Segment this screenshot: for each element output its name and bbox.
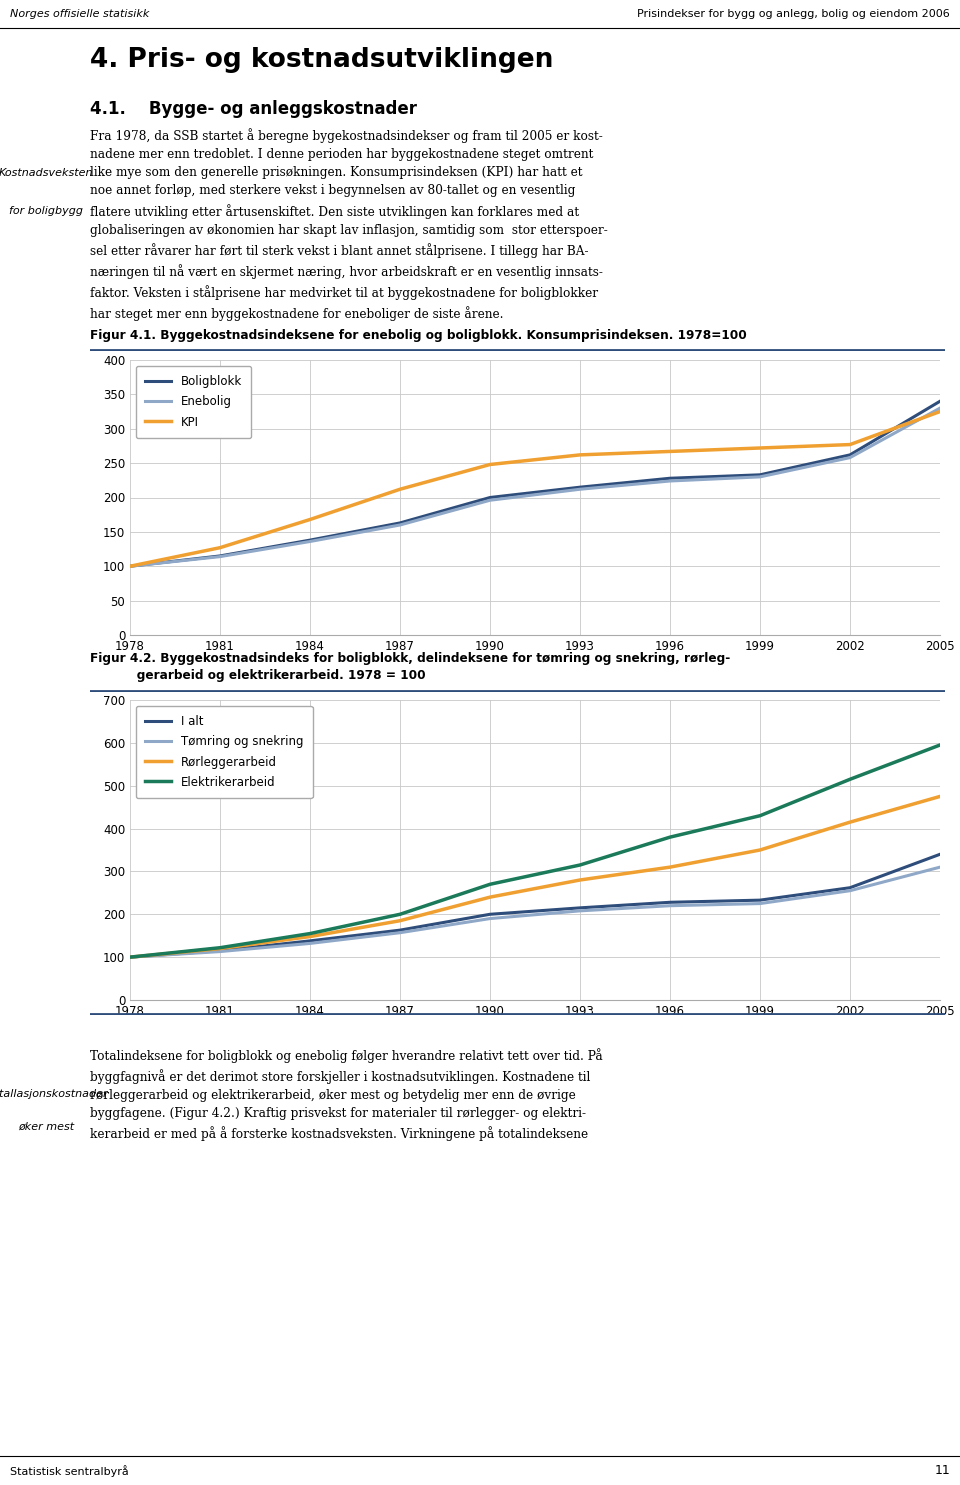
Text: Fra 1978, da SSB startet å beregne bygekostnadsindekser og fram til 2005 er kost: Fra 1978, da SSB startet å beregne bygek… xyxy=(90,128,608,321)
Text: 11: 11 xyxy=(934,1464,950,1478)
Text: Totalindeksene for boligblokk og enebolig følger hverandre relativt tett over ti: Totalindeksene for boligblokk og eneboli… xyxy=(90,1048,603,1142)
Text: øker mest: øker mest xyxy=(18,1121,74,1132)
Text: for boligbygg: for boligbygg xyxy=(9,205,83,215)
Text: 4.1.    Bygge- og anleggskostnader: 4.1. Bygge- og anleggskostnader xyxy=(90,99,417,117)
Text: Prisindekser for bygg og anlegg, bolig og eiendom 2006: Prisindekser for bygg og anlegg, bolig o… xyxy=(637,9,950,19)
Text: Installasjonskostnader: Installasjonskostnader xyxy=(0,1089,108,1099)
Text: 4. Pris- og kostnadsutviklingen: 4. Pris- og kostnadsutviklingen xyxy=(90,48,553,73)
Legend: I alt, Tømring og snekring, Rørleggerarbeid, Elektrikerarbeid: I alt, Tømring og snekring, Rørleggerarb… xyxy=(136,705,313,797)
Text: Figur 4.1. Byggekostnadsindeksene for enebolig og boligblokk. Konsumprisindeksen: Figur 4.1. Byggekostnadsindeksene for en… xyxy=(90,330,747,343)
Text: Norges offisielle statisikk: Norges offisielle statisikk xyxy=(10,9,150,19)
Text: Kostnadsveksten: Kostnadsveksten xyxy=(0,168,93,178)
Text: Statistisk sentralbyrå: Statistisk sentralbyrå xyxy=(10,1466,129,1478)
Legend: Boligblokk, Enebolig, KPI: Boligblokk, Enebolig, KPI xyxy=(136,365,252,438)
Text: Figur 4.2. Byggekostnadsindeks for boligblokk, delindeksene for tømring og snekr: Figur 4.2. Byggekostnadsindeks for bolig… xyxy=(90,652,731,683)
